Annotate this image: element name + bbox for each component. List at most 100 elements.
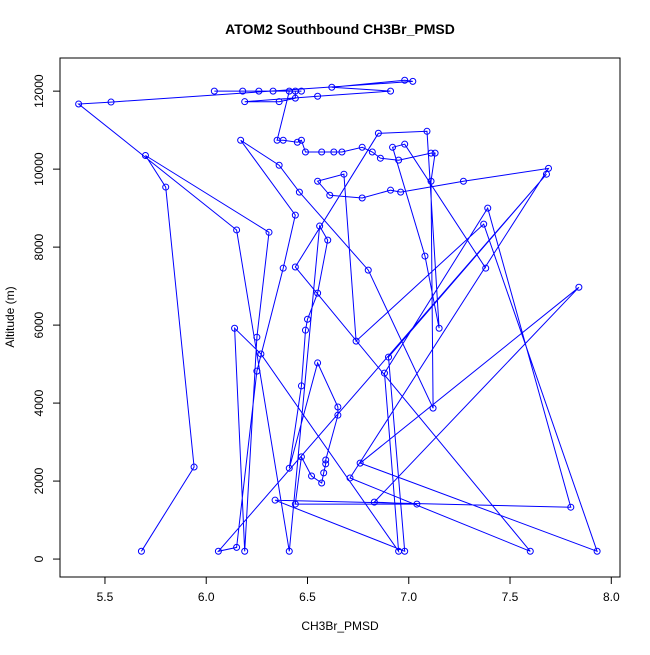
data-point <box>397 188 405 196</box>
data-point <box>210 87 218 95</box>
data-point <box>431 149 439 157</box>
data-point <box>423 127 431 135</box>
data-point <box>303 315 311 323</box>
data-point <box>314 177 322 185</box>
data-point <box>322 456 330 464</box>
data-point <box>107 98 115 106</box>
data-point <box>421 252 429 260</box>
data-point <box>429 404 437 412</box>
data-point <box>233 226 241 234</box>
data-point <box>324 236 332 244</box>
data-point <box>297 453 305 461</box>
data-point <box>413 500 421 508</box>
data-point <box>279 264 287 272</box>
data-point <box>427 177 435 185</box>
data-point <box>387 87 395 95</box>
data-point <box>291 211 299 219</box>
data-point <box>593 547 601 555</box>
data-point <box>297 382 305 390</box>
data-point <box>301 148 309 156</box>
data-point <box>346 474 354 482</box>
data-point <box>484 204 492 212</box>
data-point <box>75 100 83 108</box>
data-point <box>314 359 322 367</box>
data-point <box>241 98 249 106</box>
data-point <box>340 170 348 178</box>
data-point <box>257 350 265 358</box>
data-point <box>314 92 322 100</box>
data-point <box>338 148 346 156</box>
y-tick-label: 0 <box>32 555 46 562</box>
y-tick-label: 2000 <box>32 467 46 494</box>
data-point <box>480 220 488 228</box>
y-tick-label: 12000 <box>32 74 46 108</box>
data-point <box>253 333 261 341</box>
data-point <box>567 503 575 511</box>
data-point <box>237 136 245 144</box>
data-point <box>401 547 409 555</box>
data-point <box>320 469 328 477</box>
data-point <box>328 83 336 91</box>
data-point <box>233 543 241 551</box>
data-point <box>322 460 330 468</box>
data-point <box>374 129 382 137</box>
data-point <box>275 161 283 169</box>
y-tick-label: 8000 <box>32 233 46 260</box>
data-point <box>545 164 553 172</box>
data-point <box>314 289 322 297</box>
data-point <box>231 324 239 332</box>
data-point <box>482 264 490 272</box>
data-point <box>356 459 364 467</box>
data-point <box>297 136 305 144</box>
x-tick-label: 5.5 <box>97 590 114 604</box>
data-point <box>285 547 293 555</box>
data-point <box>358 143 366 151</box>
chart-title: ATOM2 Southbound CH3Br_PMSD <box>225 21 455 37</box>
data-point <box>358 194 366 202</box>
x-tick-label: 6.0 <box>198 590 215 604</box>
data-point <box>301 326 309 334</box>
y-tick-label: 4000 <box>32 389 46 416</box>
data-point <box>376 154 384 162</box>
data-point <box>385 353 393 361</box>
data-point <box>291 94 299 102</box>
data-point <box>137 547 145 555</box>
data-point <box>326 191 334 199</box>
data-point <box>308 472 316 480</box>
data-point <box>380 369 388 377</box>
data-point <box>318 148 326 156</box>
data-point <box>395 156 403 164</box>
data-point <box>295 188 303 196</box>
data-point <box>273 136 281 144</box>
data-line <box>77 79 598 554</box>
data-point <box>334 403 342 411</box>
data-point <box>364 266 372 274</box>
data-point <box>291 263 299 271</box>
data-point <box>241 547 249 555</box>
plot-frame <box>59 57 621 578</box>
data-point <box>575 283 583 291</box>
data-point <box>330 148 338 156</box>
data-point <box>269 87 277 95</box>
data-point <box>265 228 273 236</box>
data-point <box>459 177 467 185</box>
y-axis-label: Altitude (m) <box>3 286 17 347</box>
data-point <box>352 337 360 345</box>
data-point <box>291 500 299 508</box>
data-point <box>401 140 409 148</box>
data-point <box>526 547 534 555</box>
data-point <box>401 76 409 84</box>
data-point <box>141 151 149 159</box>
y-tick-label: 10000 <box>32 152 46 186</box>
data-point <box>316 222 324 230</box>
data-point <box>162 183 170 191</box>
data-point <box>370 498 378 506</box>
data-point <box>435 324 443 332</box>
data-point <box>427 149 435 157</box>
data-point <box>275 98 283 106</box>
data-point <box>387 186 395 194</box>
data-point <box>255 87 263 95</box>
